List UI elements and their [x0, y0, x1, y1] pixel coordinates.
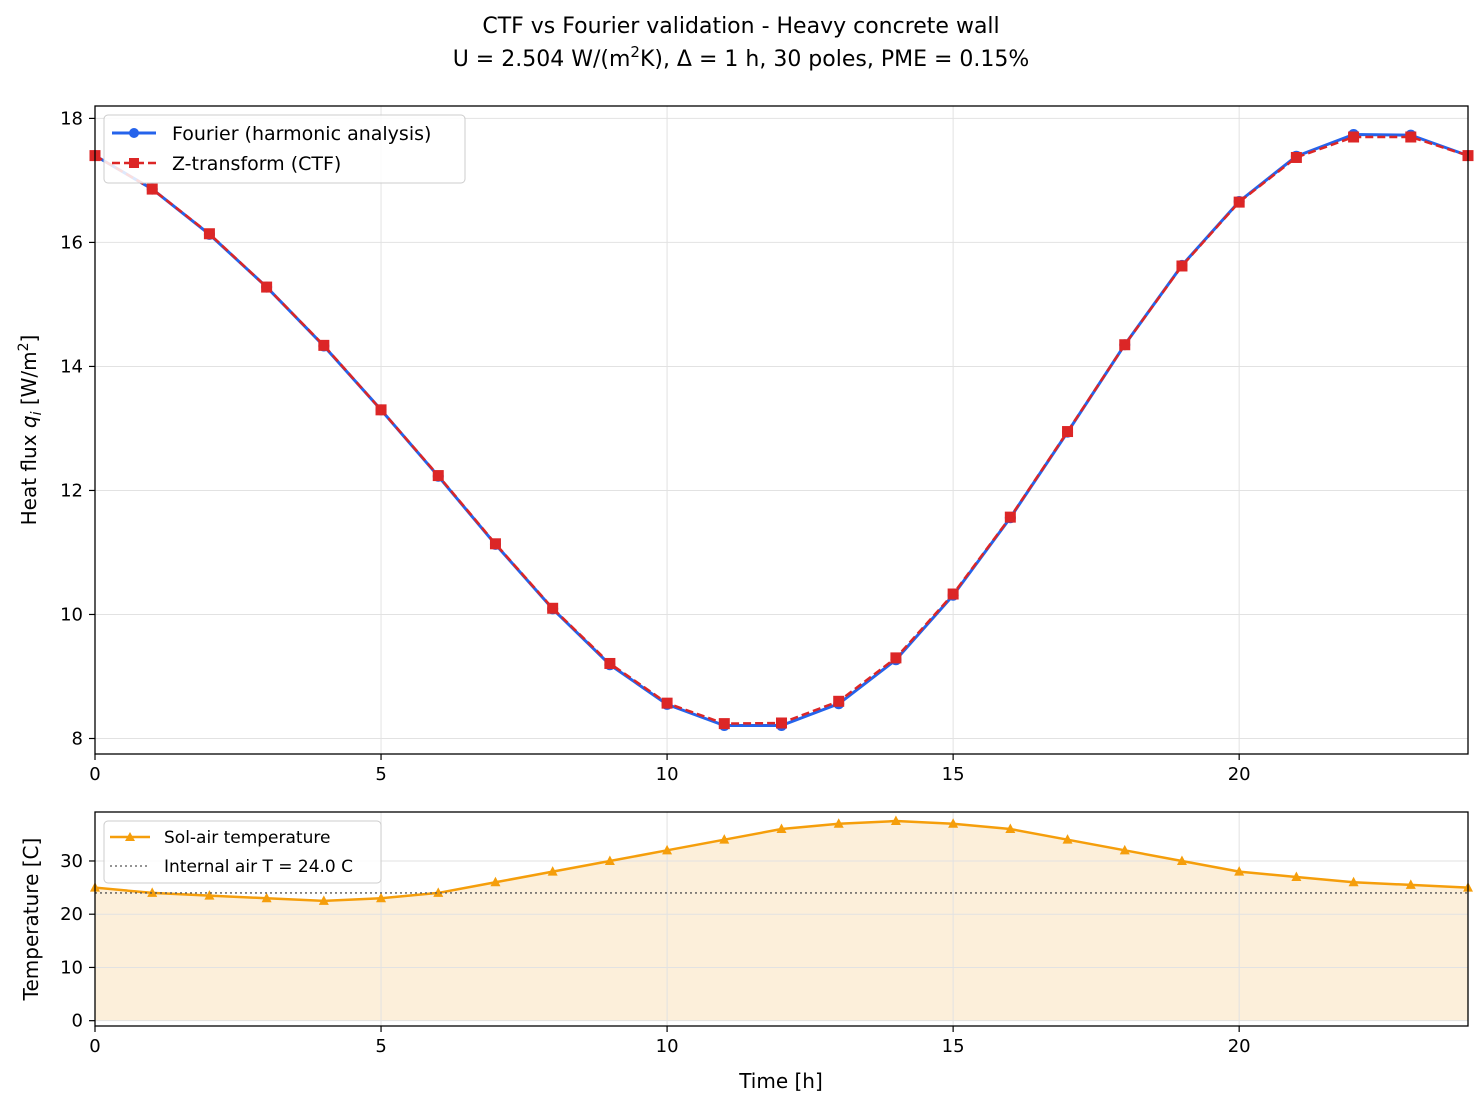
data-point	[890, 815, 901, 826]
x-tick-label: 10	[656, 764, 679, 785]
heat-flux-ticks: 0 5 10 15 20 8 10 12 14 16 18	[60, 108, 1251, 785]
legend-fourier-marker	[129, 128, 139, 138]
figure-subtitle: U = 2.504 W/(m2K), Δ = 1 h, 30 poles, PM…	[453, 43, 1030, 72]
data-point	[1176, 260, 1188, 272]
data-point	[776, 717, 787, 729]
data-point	[1005, 823, 1016, 834]
data-point	[1119, 339, 1131, 351]
heat-flux-series	[89, 129, 1474, 731]
data-point	[1176, 855, 1187, 865]
data-point	[718, 718, 730, 730]
legend-solair-marker	[125, 832, 135, 841]
data-point	[1348, 876, 1359, 887]
data-point	[833, 818, 844, 828]
legend-ctf-label: Z-transform (CTF)	[172, 153, 341, 175]
data-point	[604, 657, 616, 669]
data-point	[1119, 844, 1130, 855]
y-tick-label: 12	[60, 480, 83, 501]
data-point	[833, 695, 845, 707]
y-tick-label: 18	[60, 108, 83, 129]
x-tick-label: 15	[942, 1036, 965, 1057]
data-point	[489, 538, 501, 550]
data-point	[376, 892, 387, 903]
data-point	[318, 895, 329, 905]
x-tick-label: 0	[89, 1036, 100, 1057]
y-tick-label: 10	[60, 604, 83, 625]
legend-box	[103, 114, 466, 184]
x-tick-label: 20	[1228, 764, 1251, 785]
data-point	[547, 866, 558, 876]
data-point	[1004, 511, 1016, 523]
data-point	[147, 887, 158, 897]
temperature-fill	[95, 821, 1468, 1021]
heat-flux-plot-area	[95, 106, 1468, 754]
data-point	[1405, 131, 1417, 143]
heat-flux-frame	[94, 105, 1469, 755]
data-point	[719, 834, 730, 844]
temperature-series	[90, 815, 1473, 905]
data-point	[318, 339, 330, 351]
heat-flux-legend: Fourier (harmonic analysis) Z-transform …	[103, 114, 466, 184]
sol-air-fill	[95, 821, 1468, 1021]
legend-box	[103, 820, 382, 884]
data-point	[375, 404, 387, 416]
legend-solair-label: Sol-air temperature	[164, 828, 330, 848]
data-point	[432, 470, 444, 482]
data-point	[261, 892, 272, 903]
temperature-ticks: 0 5 10 15 20 0 10 20 30	[60, 851, 1251, 1057]
legend-ctf-marker	[129, 158, 139, 168]
data-point	[1291, 871, 1302, 881]
data-point	[146, 183, 158, 195]
x-tick-label: 5	[375, 1036, 386, 1057]
x-tick-label: 0	[89, 764, 100, 785]
legend-fourier-label: Fourier (harmonic analysis)	[172, 123, 431, 145]
data-point	[261, 281, 273, 293]
x-tick-label: 15	[942, 764, 965, 785]
temperature-frame	[94, 811, 1469, 1027]
temperature-xlabel: Time [h]	[738, 1069, 823, 1093]
data-point	[433, 887, 444, 897]
temperature-chart: 0 5 10 15 20 0 10 20 30 Temperature [C] Time [h]…	[19, 811, 1473, 1093]
data-point	[604, 855, 615, 865]
data-point	[1348, 131, 1360, 143]
legend-internal-label: Internal air T = 24.0 C	[164, 857, 353, 877]
data-point	[547, 602, 559, 614]
data-point	[776, 823, 787, 834]
data-point	[1290, 151, 1302, 163]
data-point	[1234, 866, 1245, 876]
data-point	[1405, 879, 1416, 889]
data-point	[662, 844, 673, 855]
x-tick-label: 20	[1228, 1036, 1251, 1057]
temperature-ylabel: Temperature [C]	[19, 838, 43, 1002]
data-point	[947, 588, 959, 600]
y-tick-label: 8	[72, 728, 83, 749]
data-point	[1062, 426, 1074, 438]
figure-title: CTF vs Fourier validation - Heavy concre…	[482, 14, 999, 39]
y-tick-label: 0	[72, 1011, 83, 1032]
y-tick-label: 20	[60, 904, 83, 925]
y-tick-label: 30	[60, 851, 83, 872]
data-point	[1062, 834, 1073, 844]
temperature-legend: Sol-air temperature Internal air T = 24.…	[103, 820, 382, 884]
y-tick-label: 14	[60, 356, 83, 377]
data-point	[1233, 196, 1245, 208]
data-point	[203, 228, 215, 240]
data-point	[490, 876, 501, 887]
heat-flux-ylabel: Heat flux qi [W/m2]	[16, 335, 45, 526]
y-tick-label: 16	[60, 232, 83, 253]
x-tick-label: 10	[656, 1036, 679, 1057]
data-point	[204, 890, 215, 900]
data-point	[948, 818, 959, 828]
data-point	[890, 652, 902, 664]
x-tick-label: 5	[375, 764, 386, 785]
data-point	[661, 697, 673, 709]
y-tick-label: 10	[60, 957, 83, 978]
